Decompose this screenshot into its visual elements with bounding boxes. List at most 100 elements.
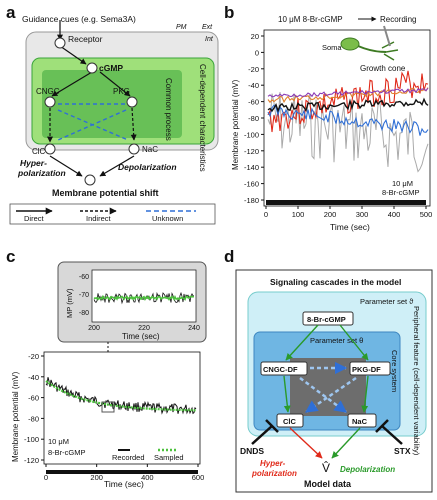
legend-direct: Direct [24,214,45,223]
cngc-label: CNGC [36,87,60,96]
panel-b-traces [267,70,429,173]
clc-node-box [276,413,304,428]
stx-label: STX [394,446,411,456]
model-data-label: Model data [304,479,352,489]
panel-b-recording-label: Recording [380,15,416,24]
panel-b-axes [263,29,431,207]
d-arrow-cngc-clc [283,375,291,413]
stx-inhibitor-bar [375,419,389,433]
panel-c-ytick-label: -100 [24,435,39,444]
inset-sampled-trace [93,294,194,302]
legend-sampled: Sampled [154,453,184,462]
panel-b-ytick-label: 20 [251,32,259,41]
legend-recorded: Recorded [112,453,145,462]
panel-c-ytick-label: -60 [28,394,39,403]
panel-d: d Signaling cascades in the model Parame… [224,247,433,493]
d-hyper-label: Hyper- [260,459,286,468]
panel-c-inset-content: -60 -70 -80 200 220 240 [79,274,200,332]
panel-c-sampled-trace [45,380,196,412]
panel-b-ytick-label: -60 [248,98,259,107]
soma-label: Soma [322,43,342,52]
panel-b-stim-label: 10 μM 8-Br-cGMP [278,15,343,24]
trace-red [267,70,429,133]
panel-b-ytick-label: -120 [244,147,259,156]
inset-ylabel: MP (mV) [65,288,74,318]
panel-c-ylabel: Membrane potential (mV) [11,371,20,462]
hyper-label: Hyper- [20,158,47,168]
panel-c-main-content: -20 -40 -60 -80 -100 -120 0 200 400 600 [24,352,204,482]
nac-label: NaC [142,145,158,154]
panel-c-xtick-label: 400 [141,473,154,482]
peripheral-label: Peripheral feature (cell-dependent varia… [412,306,421,456]
panel-a-letter: a [6,3,16,22]
panel-b-ytick-label: -100 [244,130,259,139]
neuron-illustration: Soma Growth cone [322,25,406,73]
pm-label: PM [176,24,187,31]
inset-ytick-label: -70 [79,292,89,299]
panel-b-ylabel: Membrane potential (mV) [231,79,240,170]
panel-c-xtick-label: 600 [192,473,205,482]
polarization-label: polarization [17,168,66,178]
receptor-label: Receptor [68,34,103,44]
dnds-inhibitor-line [251,425,273,445]
d-arrow-pkg-clc [304,376,357,414]
panel-b-xlabel: Time (sec) [330,222,370,232]
panel-c-xtick-label: 0 [44,473,48,482]
d-arrow-nac-v [331,427,361,459]
arrow-clc-shift [49,155,83,177]
inset-ytick-label: -60 [79,274,89,281]
electrode-shape [383,25,391,47]
growth-cone-shape [381,41,399,61]
pkg-node [126,96,138,108]
outer-param-label: Parameter set ϑ [360,297,414,306]
panel-b-xticks: 0 100 200 300 400 500 [264,206,432,219]
panel-c-letter: c [6,247,15,266]
trace-blue [267,104,429,136]
panel-b-ytick-label: -180 [244,196,259,205]
unknown-link-diag2 [57,109,127,141]
panel-b-xtick-label: 0 [264,210,268,219]
panel-b-ytick-label: -40 [248,81,259,90]
panel-b-ytick-label: -160 [244,180,259,189]
d-arrow-clc-v [289,427,323,459]
panel-c-ytick-label: -20 [28,352,39,361]
soma-shape [340,37,360,51]
panel-b-xtick-label: 200 [324,210,337,219]
trace-black [267,97,429,113]
d-pkg-label: PKG-DF [352,365,381,374]
growth-cone-label: Growth cone [360,64,406,73]
cgmp-node-box [302,311,354,326]
arrow-cgmp-pkg [99,71,131,97]
d-depolarization-label: Depolarization [340,465,395,474]
d-arrow-cgmp-cngc [285,324,319,361]
panel-b-drug-bar [266,200,426,205]
panel-b-xtick-label: 300 [356,210,369,219]
panel-c-ytick-label: -120 [24,456,39,465]
panel-b-ytick-label: -140 [244,163,259,172]
guidance-cue-label: Guidance cues (e.g. Sema3A) [22,14,136,24]
panel-b-bar-label-1: 10 μM [392,179,413,188]
shift-node [84,174,96,186]
panel-b-ytick-label: -80 [248,114,259,123]
cngc-node-box [260,361,308,376]
receptor-node [54,37,66,49]
panel-b-yticks: 20 0 -20 -40 -60 -80 -100 -120 -140 -160 -180 [244,32,264,205]
clc-label: ClC [32,147,46,156]
trace-purple [267,87,429,98]
panel-c-bar-label-2: 8-Br-cGMP [48,448,86,457]
inset-xtick-label: 220 [138,325,150,332]
membrane-shift-label: Membrane potential shift [52,188,159,198]
inset-xtick-label: 240 [188,325,200,332]
nac-node-box [347,413,377,428]
panel-b-bar-label-2: 8-Br-cGMP [382,188,420,197]
axon-shape [357,45,387,53]
panel-c-zoom-box [101,401,115,413]
d-cngc-label: CNGC-DF [263,365,298,374]
nac-node [128,143,140,155]
d-nac-label: NaC [352,417,368,426]
int-label: Int [205,36,214,43]
cell-dependent-label: Cell-dependent characteristics [198,64,207,172]
depolarization-label: Depolarization [118,162,177,172]
